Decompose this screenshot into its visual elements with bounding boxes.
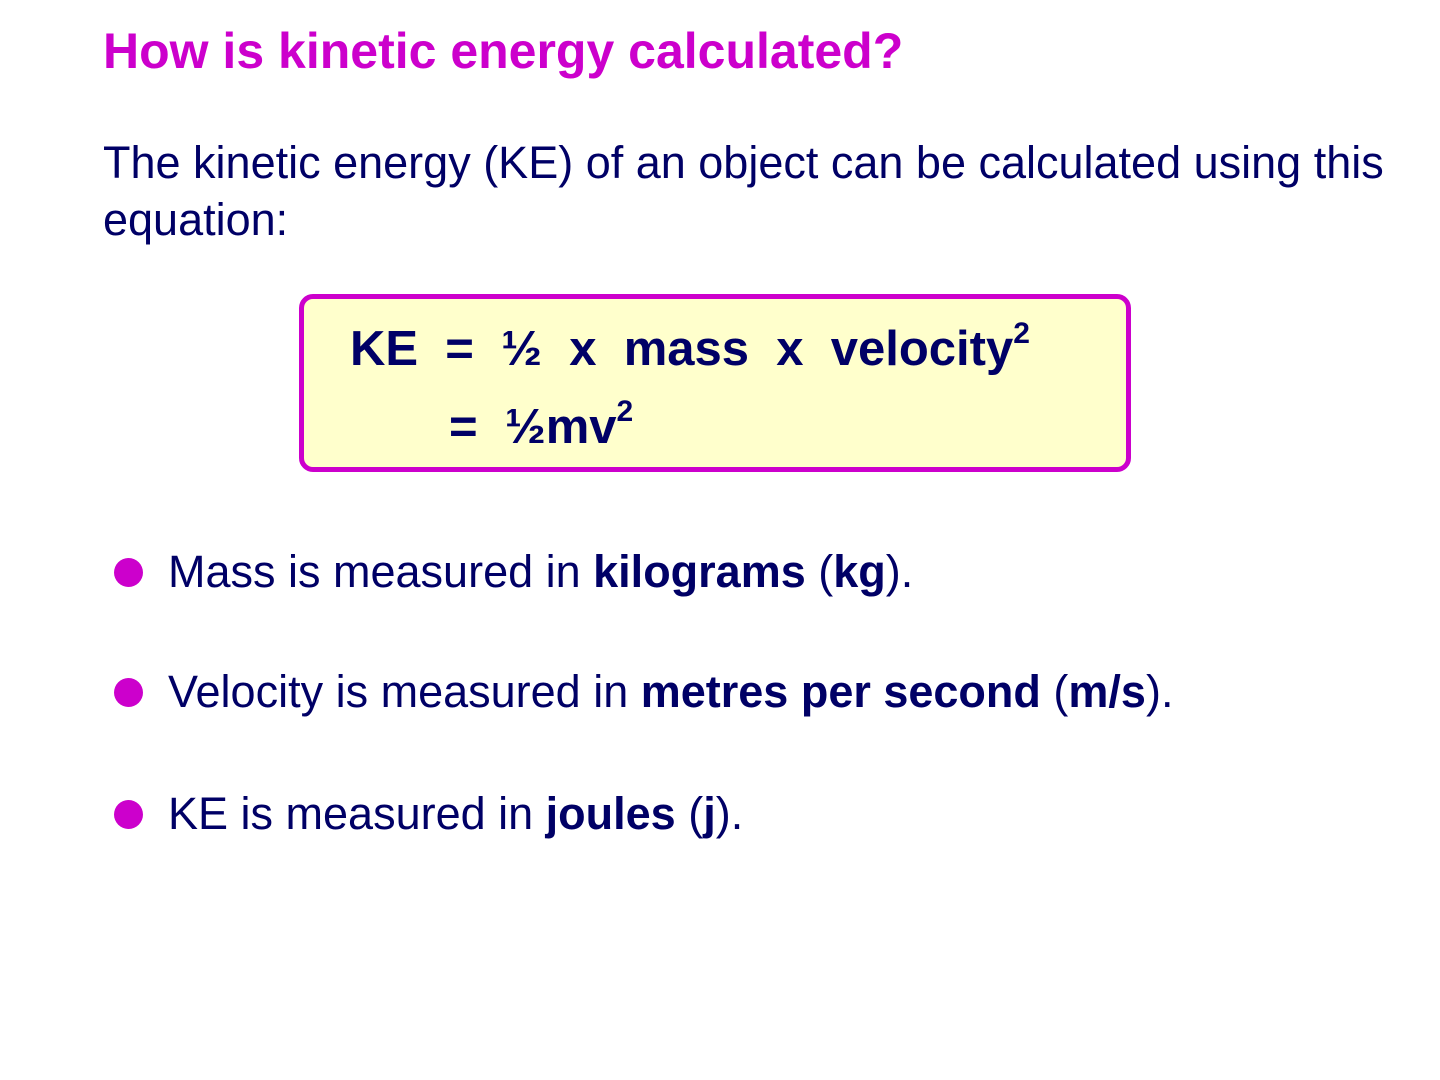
bullet-dot-icon	[114, 557, 143, 587]
bullet-item-mass: Mass is measured in kilograms (kg).	[114, 546, 913, 598]
equation-line-2: = ½mv2	[449, 395, 633, 455]
superscript: 2	[616, 395, 634, 428]
bullet-text: Mass is measured in kilograms (kg).	[168, 546, 914, 597]
equation-text: KE = ½ x mass x velocity	[350, 322, 1014, 376]
bullet-item-ke: KE is measured in joules (j).	[114, 788, 743, 840]
bullet-dot-icon	[114, 799, 143, 829]
intro-text: The kinetic energy (KE) of an object can…	[103, 137, 1384, 245]
bullet-text: KE is measured in joules (j).	[168, 788, 744, 839]
equation-box: KE = ½ x mass x velocity2 = ½mv2	[299, 294, 1131, 472]
slide-title: How is kinetic energy calculated?	[103, 23, 904, 79]
equation-text: = ½mv	[449, 400, 617, 454]
equation-line-1: KE = ½ x mass x velocity2	[350, 317, 1030, 377]
bullet-item-velocity: Velocity is measured in metres per secon…	[114, 666, 1173, 718]
bullet-text: Velocity is measured in metres per secon…	[168, 666, 1174, 717]
bullet-dot-icon	[114, 677, 143, 707]
superscript: 2	[1013, 317, 1030, 350]
